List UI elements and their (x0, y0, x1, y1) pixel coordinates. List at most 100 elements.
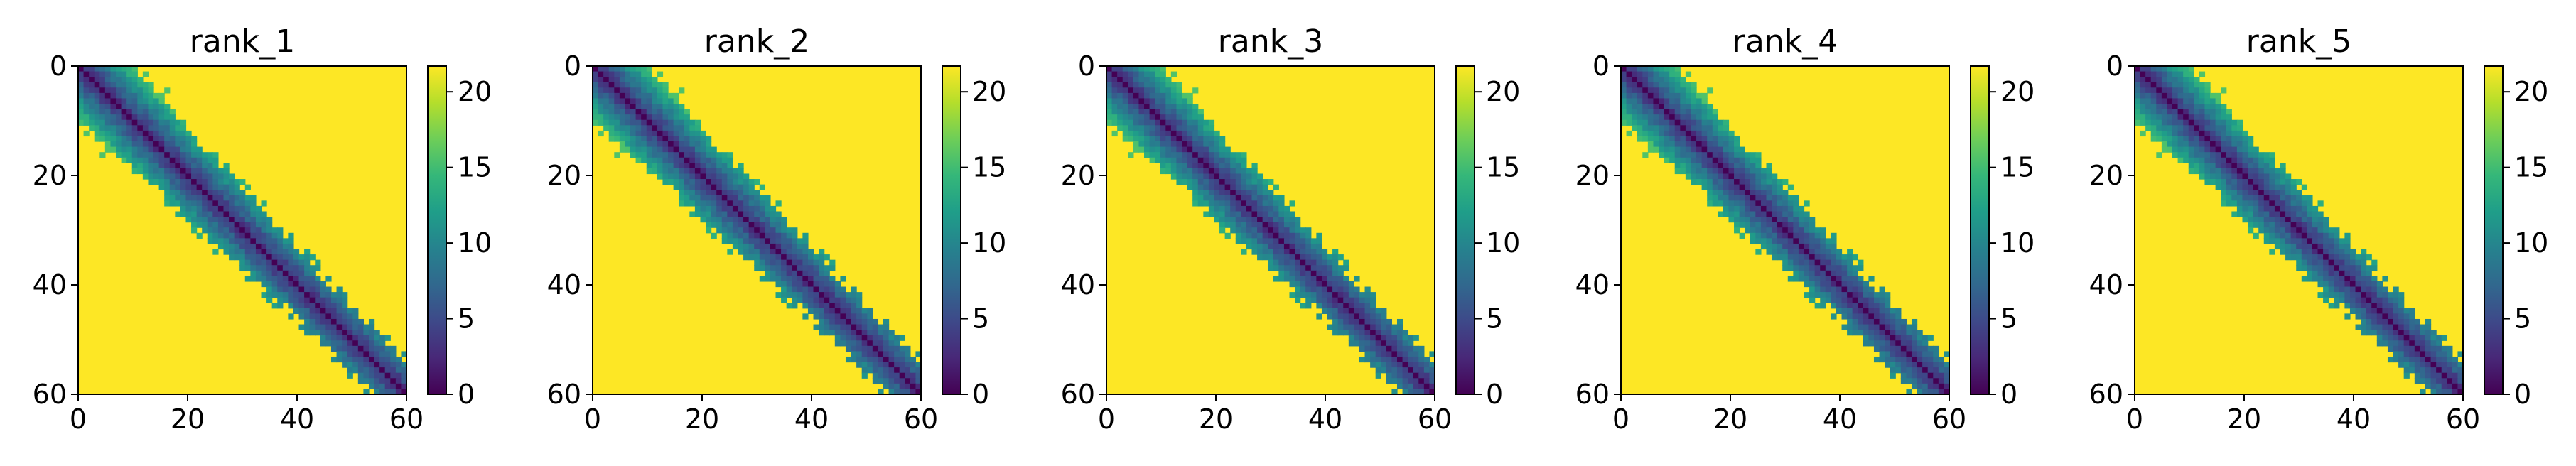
heatmap-cell (185, 195, 192, 201)
heatmap-cell (2188, 82, 2194, 88)
heatmap-cell (1906, 372, 1912, 379)
x-tick-label: 0 (70, 403, 87, 435)
heatmap-cell (878, 362, 884, 368)
heatmap-cell (142, 163, 149, 169)
heatmap-cell (829, 276, 836, 282)
heatmap-cell (202, 152, 208, 158)
heatmap-cell (662, 82, 669, 88)
heatmap-cell (2199, 152, 2206, 158)
heatmap-cell (217, 217, 225, 223)
heatmap-cell (1300, 303, 1306, 309)
heatmap-cell (1755, 173, 1762, 180)
heatmap-cell (1782, 254, 1789, 261)
heatmap-cell (1927, 356, 1934, 363)
heatmap-cell (1257, 179, 1263, 185)
heatmap-cell (1197, 190, 1204, 196)
heatmap-cell (1144, 98, 1150, 104)
heatmap-cell (217, 190, 225, 196)
heatmap-cell (1251, 184, 1258, 190)
heatmap-cell (352, 330, 359, 336)
heatmap-cell (2231, 146, 2238, 153)
heatmap-cell (754, 249, 760, 255)
heatmap-cell (1680, 82, 1686, 88)
heatmap-cell (679, 125, 685, 131)
heatmap-cell (1402, 330, 1408, 336)
heatmap-cell (2253, 157, 2259, 163)
heatmap-cell (679, 152, 685, 158)
heatmap-cell (229, 200, 235, 207)
heatmap-cell (646, 87, 652, 94)
heatmap-cell (1798, 211, 1805, 217)
heatmap-cell (813, 324, 819, 330)
heatmap-cell (2312, 222, 2319, 228)
heatmap-cell (401, 367, 407, 374)
heatmap-cell (2420, 362, 2426, 368)
heatmap-cell (1831, 270, 1837, 276)
heatmap-cell (180, 136, 187, 142)
heatmap-cell (1208, 146, 1215, 153)
heatmap-cell (700, 130, 706, 137)
heatmap-cell (1868, 292, 1875, 298)
heatmap-cell (2226, 168, 2232, 175)
heatmap-cell (2355, 308, 2361, 314)
heatmap-cell (1149, 119, 1155, 126)
heatmap-cell (2317, 211, 2324, 217)
heatmap-cell (2290, 217, 2297, 223)
heatmap-cell (1144, 119, 1150, 126)
heatmap-cell (738, 232, 744, 239)
heatmap-cell (2296, 217, 2302, 223)
heatmap-cell (1734, 222, 1740, 228)
x-tick-label: 20 (685, 403, 719, 435)
heatmap-cell (1268, 238, 1274, 244)
heatmap-cell (1316, 259, 1322, 266)
heatmap-cell (2248, 157, 2254, 163)
heatmap-cell (89, 77, 95, 83)
heatmap-cell (652, 104, 658, 110)
heatmap-cell (1696, 179, 1703, 185)
heatmap-cell (1273, 265, 1279, 271)
heatmap-cell (1734, 146, 1740, 153)
heatmap-cell (357, 345, 365, 352)
heatmap-cell (1701, 92, 1708, 99)
heatmap-cell (2371, 297, 2378, 303)
heatmap-cell (1890, 318, 1896, 325)
heatmap-cell (342, 324, 348, 330)
heatmap-cell (191, 152, 198, 158)
heatmap-cell (142, 146, 149, 153)
heatmap-cell (856, 303, 863, 309)
heatmap-cell (721, 227, 728, 234)
heatmap-cell (1160, 104, 1166, 110)
heatmap-cell (2398, 308, 2405, 314)
heatmap-cell (244, 222, 251, 228)
heatmap-cell (255, 259, 262, 266)
heatmap-cell (2339, 238, 2345, 244)
heatmap-cell (2135, 114, 2141, 121)
heatmap-cell (614, 104, 620, 110)
heatmap-cells (593, 66, 922, 395)
heatmap-cell (2188, 152, 2194, 158)
heatmap-cell (2236, 163, 2243, 169)
heatmap-cell (2285, 227, 2292, 234)
heatmap-cell (234, 211, 240, 217)
heatmap-cell (630, 98, 637, 104)
heatmap-cell (99, 136, 106, 142)
heatmap-cell (1332, 292, 1339, 298)
heatmap-cell (234, 200, 240, 207)
heatmap-cell (2150, 130, 2157, 137)
heatmap-cell (2420, 389, 2426, 395)
heatmap-cell (694, 168, 701, 175)
heatmap-cell (116, 98, 122, 104)
heatmap-cell (867, 351, 873, 357)
heatmap-cell (641, 98, 647, 104)
heatmap-cell (2280, 249, 2286, 255)
heatmap-cell (1149, 109, 1155, 115)
heatmap-cell (347, 367, 353, 374)
heatmap-cell (1111, 98, 1118, 104)
heatmap-cell (1182, 98, 1188, 104)
heatmap-cell (1408, 345, 1414, 352)
heatmap-cell (2269, 205, 2275, 212)
heatmap-cell (1911, 356, 1918, 363)
heatmap-cell (1283, 265, 1290, 271)
x-tick-label: 60 (1932, 403, 1966, 435)
heatmap-cell (1268, 205, 1274, 212)
